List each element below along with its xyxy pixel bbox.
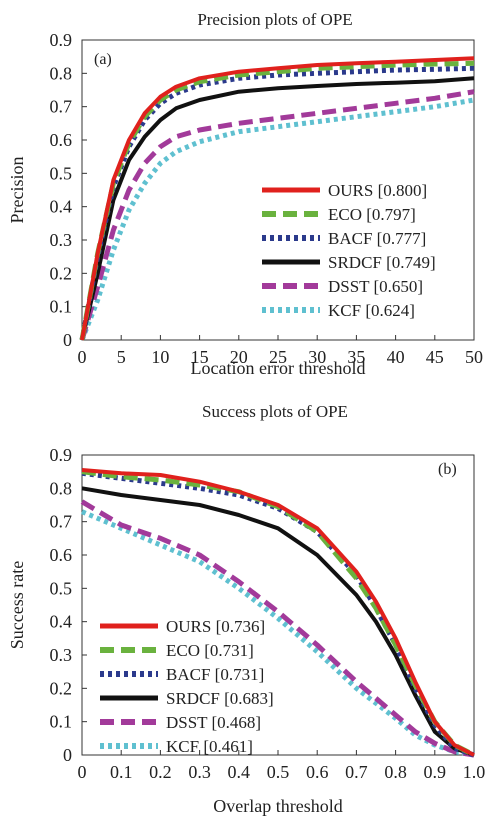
x-tick-label: 20: [230, 347, 248, 367]
legend-label: OURS [0.736]: [166, 617, 265, 636]
x-tick-label: 10: [151, 347, 169, 367]
chart-b-plot-frame: [81, 454, 475, 756]
chart-b-title: Success plots of OPE: [202, 402, 348, 421]
x-tick-label: 0.1: [110, 762, 133, 782]
y-tick-label: 0: [63, 745, 72, 765]
chart-a-series: [79, 56, 475, 341]
y-tick-label: 0.4: [50, 197, 73, 217]
chart-b-y-axis-label: Success rate: [7, 561, 27, 649]
series-line-bacf: [81, 470, 475, 758]
y-tick-label: 0.1: [50, 297, 73, 317]
series-line-kcf: [79, 97, 475, 341]
y-tick-label: 0.9: [50, 30, 73, 50]
x-tick-label: 0.7: [345, 762, 368, 782]
x-tick-label: 0.6: [306, 762, 329, 782]
legend-label: OURS [0.800]: [328, 181, 427, 200]
chart-a-x-ticks: 0 5 10 15 20 25 30 35 40 45 50: [78, 335, 483, 367]
chart-b-y-ticks: 0 0.1 0.2 0.3 0.4 0.5 0.6 0.7 0.8 0.9: [50, 445, 87, 765]
x-tick-label: 0.8: [384, 762, 407, 782]
x-tick-label: 0.3: [188, 762, 211, 782]
y-tick-label: 0: [63, 330, 72, 350]
y-tick-label: 0.3: [50, 230, 73, 250]
legend-label: ECO [0.797]: [328, 205, 416, 224]
y-tick-label: 0.2: [50, 263, 73, 283]
series-line-kcf: [81, 509, 475, 758]
x-tick-label: 35: [347, 347, 365, 367]
x-tick-label: 15: [191, 347, 209, 367]
x-tick-label: 0.2: [149, 762, 172, 782]
chart-b-x-ticks: 0 0.1 0.2 0.3 0.4 0.5 0.6 0.7 0.8 0.9 1.0: [78, 750, 486, 782]
y-tick-label: 0.4: [50, 612, 73, 632]
series-line-ours: [81, 468, 475, 757]
legend-label: KCF [0.624]: [328, 301, 415, 320]
x-tick-label: 0.9: [424, 762, 447, 782]
series-line-eco: [81, 469, 476, 758]
series-line-srdcf: [81, 486, 475, 757]
y-tick-label: 0.7: [50, 97, 73, 117]
chart-b-panel-label: (b): [438, 461, 457, 478]
chart-a-panel-label: (a): [94, 51, 112, 68]
series-line-ours: [80, 56, 475, 341]
legend-label: DSST [0.650]: [328, 277, 423, 296]
y-tick-label: 0.6: [50, 130, 73, 150]
y-tick-label: 0.8: [50, 478, 73, 498]
chart-b-legend: OURS [0.736] ECO [0.731] BACF [0.731] SRDCF…: [100, 617, 274, 756]
x-tick-label: 45: [426, 347, 444, 367]
legend-label: ECO [0.731]: [166, 641, 254, 660]
chart-b-series: [80, 468, 476, 758]
x-tick-label: 5: [117, 347, 126, 367]
y-tick-label: 0.2: [50, 678, 73, 698]
legend-label: SRDCF [0.683]: [166, 689, 274, 708]
x-tick-label: 50: [465, 347, 483, 367]
y-tick-label: 0.9: [50, 445, 73, 465]
y-tick-label: 0.3: [50, 645, 73, 665]
x-tick-label: 40: [387, 347, 405, 367]
x-tick-label: 0.4: [228, 762, 251, 782]
x-tick-label: 0: [78, 762, 87, 782]
x-tick-label: 25: [269, 347, 287, 367]
chart-a-y-axis-label: Precision: [7, 157, 27, 224]
series-line-dsst: [80, 499, 475, 758]
y-tick-label: 0.8: [50, 63, 73, 83]
chart-a-x-axis-label: Location error threshold: [191, 358, 366, 378]
legend-label: DSST [0.468]: [166, 713, 261, 732]
legend-label: KCF [0.461]: [166, 737, 253, 756]
x-tick-label: 0: [78, 347, 87, 367]
y-tick-label: 0.5: [50, 163, 73, 183]
chart-a-legend: OURS [0.800] ECO [0.797] BACF [0.777] SRDCF…: [262, 181, 436, 320]
legend-label: SRDCF [0.749]: [328, 253, 436, 272]
chart-b-x-axis-label: Overlap threshold: [213, 796, 342, 816]
chart-a: Precision plots of OPE (a) 0 0.1 0.2 0.3 0.4…: [7, 10, 483, 378]
chart-a-y-ticks: 0 0.1 0.2 0.3 0.4 0.5 0.6 0.7 0.8 0.9: [50, 30, 87, 350]
chart-a-title: Precision plots of OPE: [197, 10, 352, 29]
x-tick-label: 30: [308, 347, 326, 367]
x-tick-label: 1.0: [463, 762, 486, 782]
legend-label: BACF [0.777]: [328, 229, 426, 248]
y-tick-label: 0.7: [50, 512, 73, 532]
chart-b: Success plots of OPE (b) 0 0.1 0.2 0.3 0.4 0.…: [7, 402, 485, 816]
series-line-dsst: [79, 89, 475, 341]
series-line-eco: [79, 60, 475, 341]
y-tick-label: 0.5: [50, 578, 73, 598]
legend-label: BACF [0.731]: [166, 665, 264, 684]
x-tick-label: 0.5: [267, 762, 290, 782]
y-tick-label: 0.6: [50, 545, 73, 565]
y-tick-label: 0.1: [50, 712, 73, 732]
series-line-srdcf: [80, 76, 475, 341]
